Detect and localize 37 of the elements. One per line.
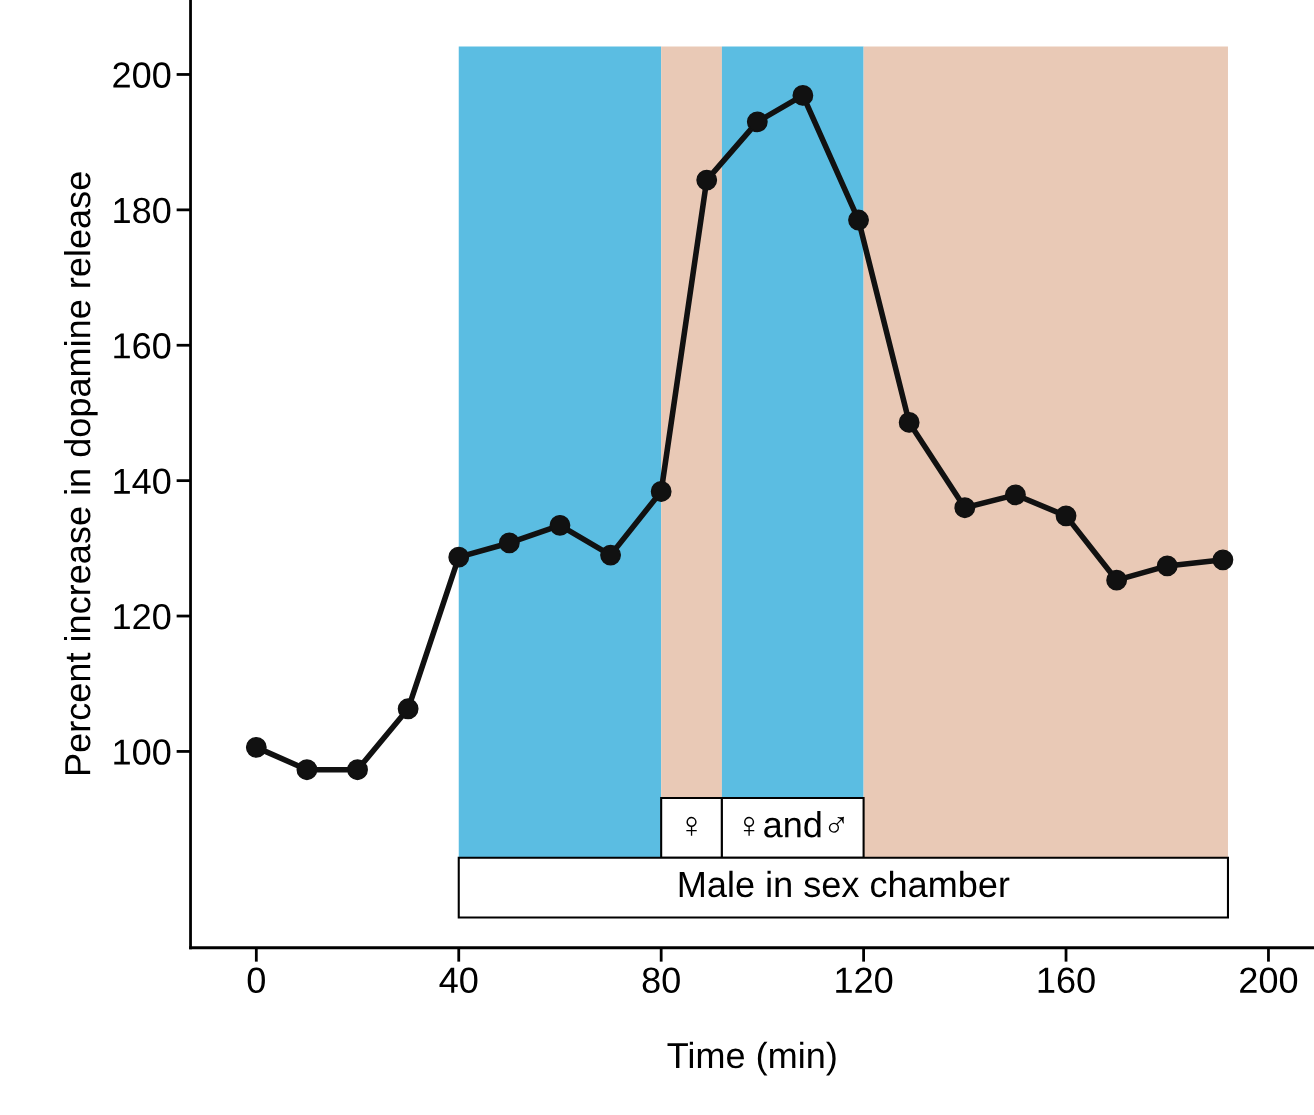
point [650, 481, 672, 502]
y-tick-label: 200 [113, 62, 171, 88]
y-tick-label: 180 [114, 197, 171, 224]
y-tick-label: 120 [114, 603, 171, 630]
y-tick-label: 160 [114, 333, 171, 359]
point [746, 111, 768, 133]
point [448, 546, 470, 568]
band-label: ♀and♂ [743, 811, 845, 838]
point [792, 85, 814, 106]
point [549, 514, 571, 536]
point [498, 532, 520, 554]
point [397, 698, 419, 720]
x-tick-label: 0 [247, 967, 265, 994]
x-tick-label: 200 [1240, 967, 1298, 994]
x-axis-title: Time (min) [667, 1041, 836, 1076]
x-tick-label: 120 [836, 967, 893, 994]
point [347, 759, 368, 781]
point [848, 209, 869, 231]
point [1055, 505, 1077, 527]
point [954, 497, 976, 519]
point [696, 169, 718, 191]
point [1005, 484, 1026, 506]
point [1156, 555, 1178, 577]
point [245, 736, 267, 758]
x-tick-label: 160 [1038, 967, 1095, 994]
y-tick-label: 100 [114, 739, 171, 765]
point [600, 544, 621, 566]
y-tick-label: 140 [114, 468, 171, 495]
band-label: ♀ [686, 816, 697, 836]
point [898, 412, 920, 433]
point [296, 759, 318, 781]
band-label: Male in sex chamber [679, 870, 1010, 898]
x-tick-label: 40 [439, 967, 478, 994]
point [1212, 549, 1234, 571]
y-axis-title: Percent increase in dopamine release [63, 172, 98, 774]
x-tick-label: 80 [642, 967, 680, 994]
point [1106, 569, 1128, 591]
